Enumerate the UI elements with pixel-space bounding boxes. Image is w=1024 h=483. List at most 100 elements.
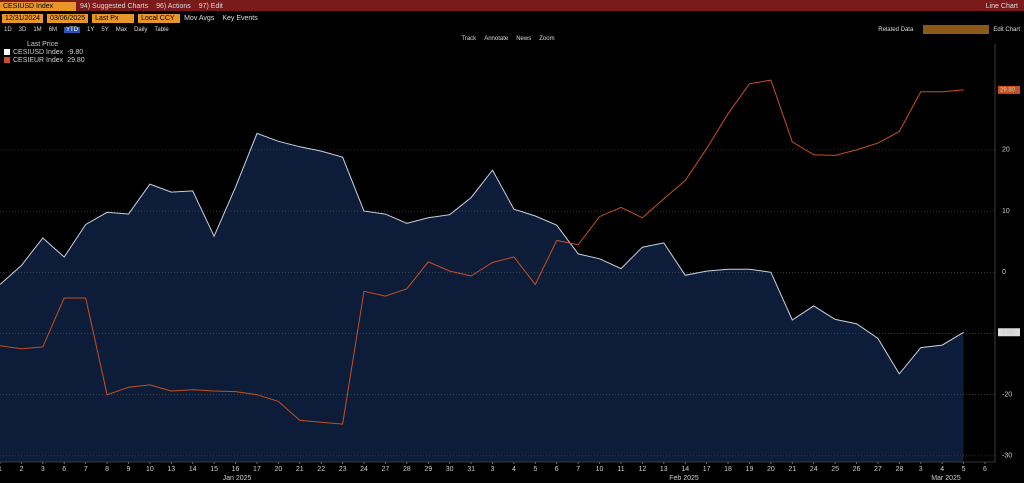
menu[interactable]: 94) Suggested Charts — [80, 2, 149, 10]
x-tick-label: 21 — [788, 466, 796, 473]
field[interactable]: Last Px — [92, 13, 135, 23]
title-bar — [0, 0, 1024, 11]
legend-value: -9.80 — [67, 49, 83, 56]
x-tick-label: 31 — [467, 466, 475, 473]
tool[interactable]: Annotate — [484, 35, 509, 42]
x-tick-label: 25 — [831, 466, 839, 473]
x-tick-label: 7 — [576, 466, 580, 473]
x-tick-label: 30 — [446, 466, 454, 473]
x-tick-label: 21 — [296, 466, 304, 473]
legend-title: Last Price — [27, 41, 58, 48]
x-tick-label: 1 — [0, 466, 2, 473]
last-value-label: -9.80 — [1000, 330, 1014, 336]
x-tick-label: 24 — [360, 466, 368, 473]
last-value-box — [998, 85, 1020, 94]
period-button[interactable]: 1D — [4, 26, 12, 33]
period-button[interactable]: YTD — [64, 26, 81, 33]
x-tick-label: 3 — [491, 466, 495, 473]
x-tick-label: 24 — [810, 466, 818, 473]
x-tick-label: 4 — [512, 466, 516, 473]
x-tick-label: 12 — [638, 466, 646, 473]
period-button[interactable]: 1Y — [87, 26, 95, 33]
x-tick-label: 20 — [274, 466, 282, 473]
x-tick-label: 3 — [919, 466, 923, 473]
tool[interactable]: Track — [461, 35, 477, 42]
x-tick-label: 5 — [962, 466, 966, 473]
x-tick-label: 7 — [84, 466, 88, 473]
search-field[interactable] — [923, 25, 990, 34]
legend-value: 29.80 — [67, 57, 85, 64]
x-tick-label: 11 — [617, 466, 624, 473]
x-tick-label: 23 — [339, 466, 347, 473]
month-label: Mar 2025 — [931, 475, 961, 482]
last-value-label: 29.80 — [1000, 87, 1016, 93]
x-tick-label: 29 — [424, 466, 432, 473]
field-row: 12/31/2024 03/06/2025 Last Px Local CCY … — [0, 13, 1024, 23]
period-button[interactable]: 6M — [48, 26, 58, 33]
x-tick-label: 18 — [724, 466, 732, 473]
x-tick-label: 17 — [703, 466, 711, 473]
x-tick-label: 27 — [874, 466, 882, 473]
y-tick-label: -30 — [1002, 453, 1012, 460]
x-tick-label: 13 — [660, 466, 668, 473]
menu-row: CESIUSD Index 94) Suggested Charts 96) A… — [0, 1, 1024, 11]
button[interactable]: Related Data — [878, 26, 914, 33]
month-label: Jan 2025 — [223, 475, 252, 482]
button[interactable]: Edit Chart — [993, 26, 1020, 33]
security-field[interactable]: CESIUSD Index — [0, 1, 76, 11]
menu[interactable]: 97) Edit — [198, 2, 223, 10]
legend-swatch — [4, 57, 10, 63]
period-button[interactable]: Table — [154, 26, 169, 33]
period-button[interactable]: 1M — [33, 26, 42, 33]
x-tick-label: 15 — [210, 466, 218, 473]
menu[interactable]: 96) Actions — [156, 2, 191, 10]
x-tick-label: 22 — [317, 466, 325, 473]
x-tick-label: 13 — [167, 466, 175, 473]
tool[interactable]: News — [516, 35, 532, 42]
y-tick-label: 0 — [1002, 269, 1006, 276]
period-button[interactable]: 3D — [18, 26, 27, 33]
end-date[interactable]: 03/06/2025 — [47, 13, 89, 23]
x-tick-label: 4 — [940, 466, 944, 473]
currency[interactable]: Local CCY — [138, 13, 181, 23]
legend-swatch — [4, 49, 10, 55]
chart-kind: Line Chart — [985, 2, 1018, 10]
x-tick-label: 6 — [62, 466, 66, 473]
x-tick-label: 26 — [853, 466, 861, 473]
x-tick-label: 14 — [681, 466, 689, 473]
x-tick-label: 9 — [127, 466, 131, 473]
option[interactable]: Mov Avgs — [184, 14, 215, 22]
x-tick-label: 16 — [232, 466, 240, 473]
y-tick-label: 10 — [1002, 208, 1010, 215]
last-value-box — [998, 328, 1020, 337]
x-tick-label: 28 — [403, 466, 411, 473]
x-tick-label: 20 — [767, 466, 775, 473]
x-tick-label: 6 — [555, 466, 559, 473]
option[interactable]: Key Events — [222, 14, 258, 22]
x-tick-label: 28 — [895, 466, 903, 473]
x-tick-label: 5 — [533, 466, 537, 473]
x-tick-label: 27 — [382, 466, 390, 473]
y-tick-label: -20 — [1002, 392, 1012, 399]
tool[interactable]: Zoom — [539, 35, 555, 42]
line — [0, 79, 964, 425]
period-button[interactable]: 5Y — [101, 26, 109, 33]
x-tick-label: 17 — [253, 466, 261, 473]
legend-label: CESIUSD Index -9.80 — [13, 49, 83, 56]
period-button[interactable]: Daily — [134, 26, 148, 33]
tool-row: Track Annotate News Zoom — [0, 34, 1024, 43]
x-tick-label: 2 — [19, 466, 23, 473]
start-date[interactable]: 12/31/2024 — [2, 13, 44, 23]
x-tick-label: 19 — [746, 466, 754, 473]
y-tick-label: 20 — [1002, 147, 1010, 154]
x-tick-label: 14 — [189, 466, 197, 473]
month-label: Feb 2025 — [669, 475, 699, 482]
line — [0, 132, 964, 375]
legend-label: CESIEUR Index 29.80 — [13, 57, 85, 64]
x-tick-label: 10 — [146, 466, 154, 473]
legend-name: CESIUSD Index — [13, 49, 64, 56]
period-button[interactable]: Max — [115, 26, 128, 33]
x-tick-label: 10 — [596, 466, 604, 473]
